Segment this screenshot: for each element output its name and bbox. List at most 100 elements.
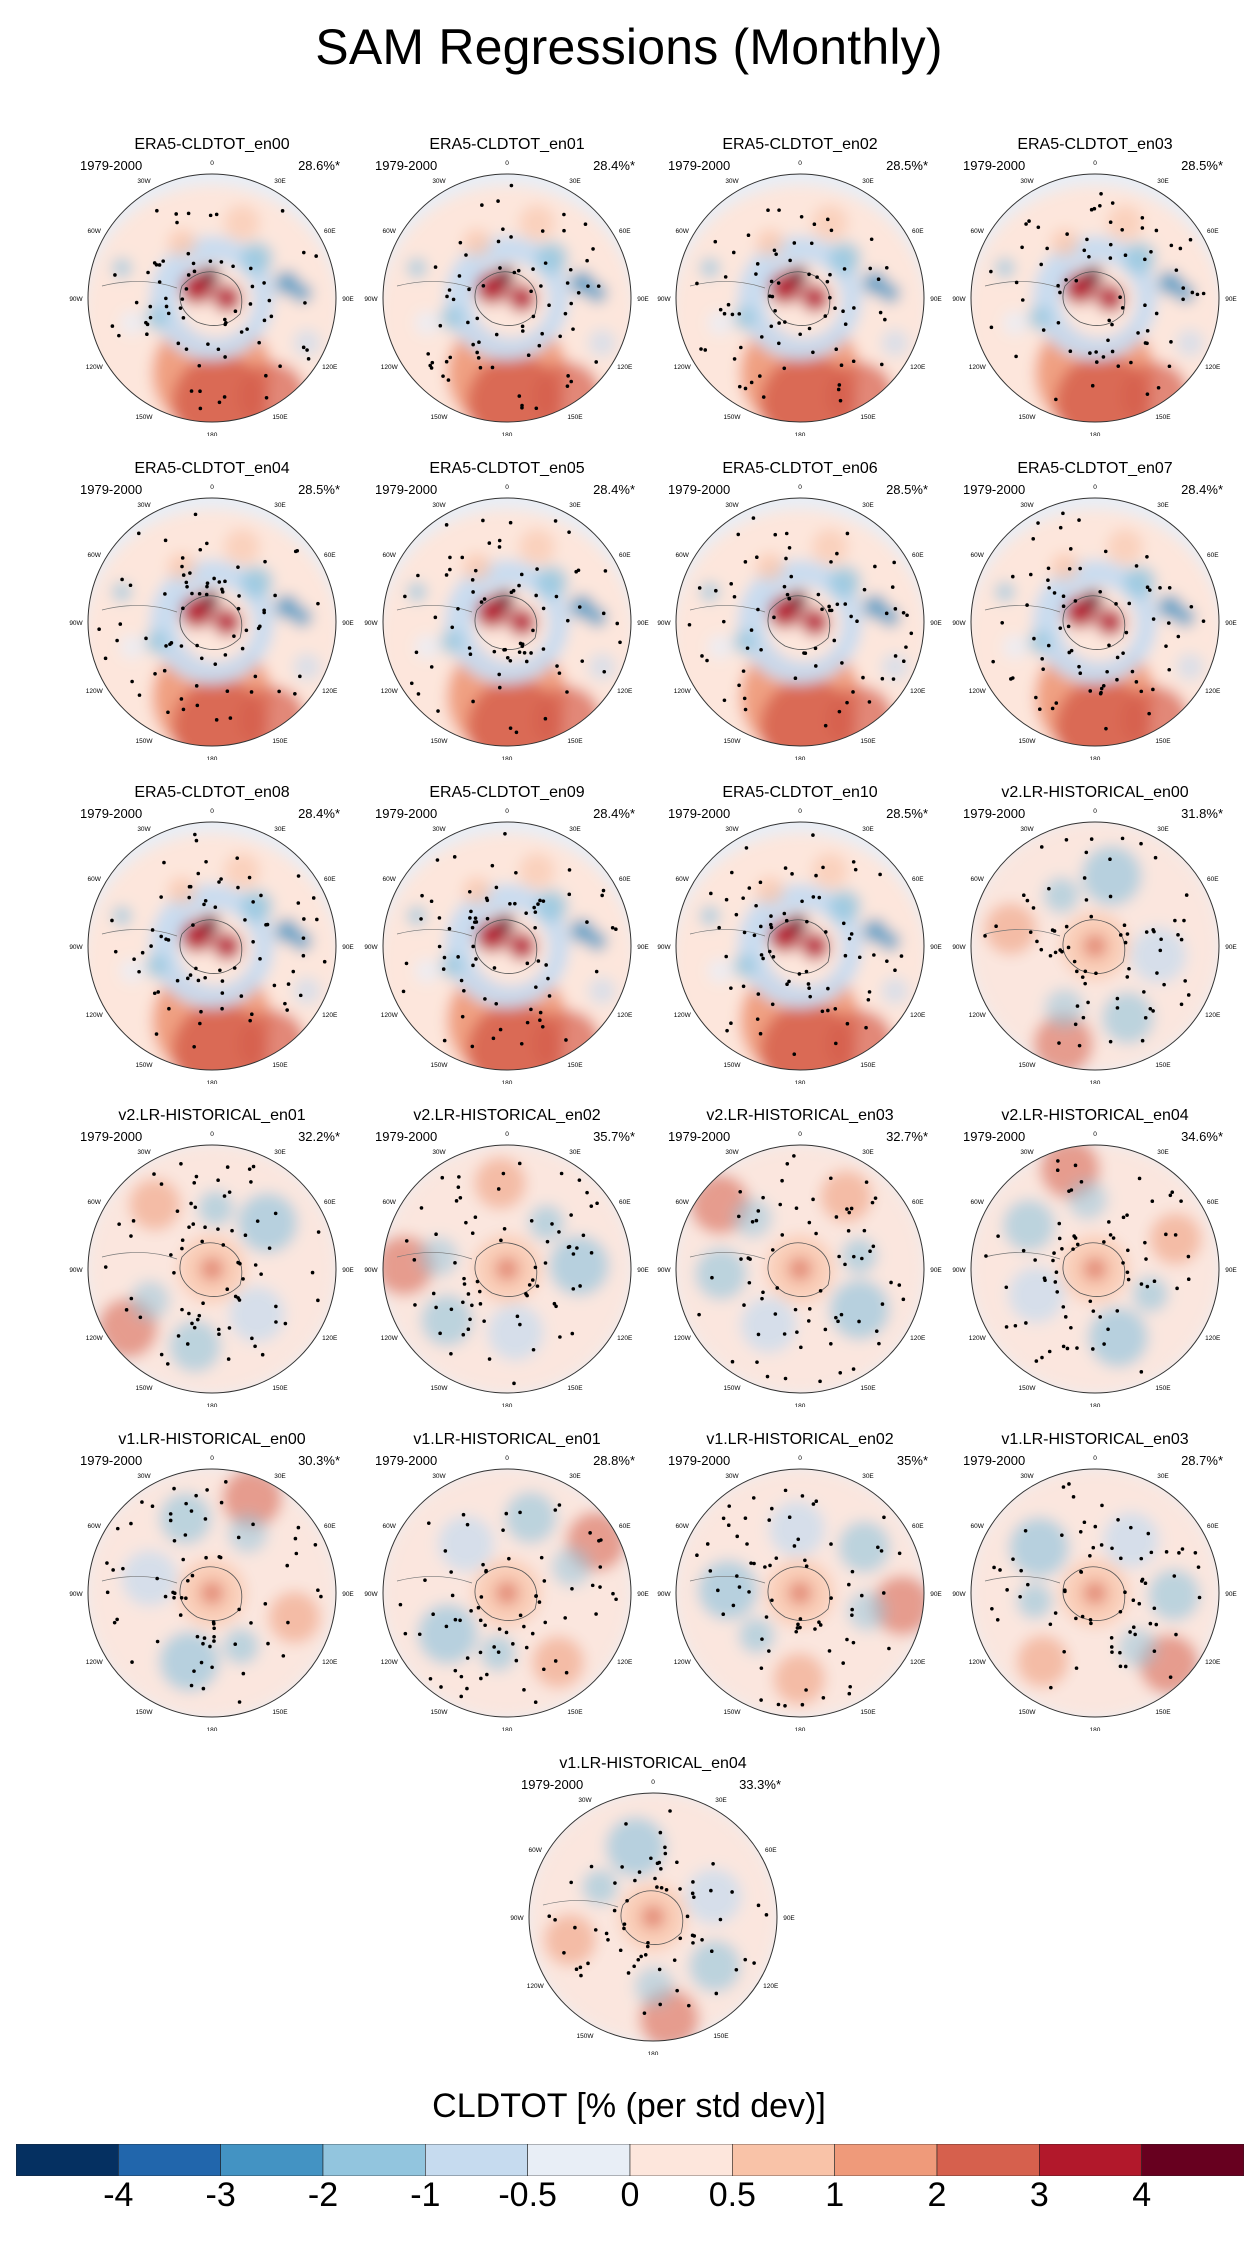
longitude-label: 30E [862, 1473, 874, 1480]
anomaly-region [159, 1631, 220, 1692]
significance-dot [179, 697, 184, 701]
longitude-label: 0 [1093, 1455, 1097, 1462]
significance-dot [476, 356, 481, 360]
significance-dot [230, 1228, 234, 1233]
significance-dot [164, 644, 168, 648]
significance-dot [198, 1021, 202, 1026]
significance-dot [154, 1032, 159, 1036]
colorbar-tick-label: 3 [1029, 2176, 1049, 2214]
significance-dot [1072, 959, 1077, 964]
significance-dot [543, 261, 548, 265]
anomaly-region [582, 1869, 619, 1906]
significance-dot [633, 1878, 637, 1883]
significance-dot [459, 1674, 464, 1679]
significance-dot [777, 341, 781, 346]
significance-dot [497, 545, 502, 549]
anomaly-region [829, 890, 861, 922]
significance-dot [758, 880, 763, 885]
longitude-label: 120W [969, 688, 987, 695]
significance-dot [244, 628, 249, 633]
longitude-label: 60W [971, 552, 985, 559]
anomaly-region [415, 959, 439, 983]
significance-dot [1040, 1355, 1044, 1360]
anomaly-region [508, 284, 536, 312]
significance-dot [194, 838, 199, 843]
anomaly-region [536, 566, 568, 598]
significance-dot [625, 1898, 629, 1903]
significance-dot [1136, 331, 1140, 335]
anomaly-region [1107, 205, 1143, 241]
significance-dot [187, 884, 192, 889]
significance-dot [663, 1845, 667, 1850]
significance-dot [513, 901, 517, 906]
significance-dot [448, 567, 452, 572]
significance-dot [603, 569, 608, 573]
significance-dot [1085, 237, 1089, 242]
significance-dot [545, 1239, 550, 1244]
significance-dot [1145, 1284, 1150, 1289]
significance-dot [476, 1605, 481, 1610]
longitude-label: 120W [674, 688, 692, 695]
significance-dot [201, 1301, 205, 1306]
longitude-label: 150W [577, 2033, 595, 2040]
longitude-label: 60W [88, 1523, 102, 1530]
panel-title: v2.LR-HISTORICAL_en02 [413, 1107, 601, 1124]
significance-dot [769, 914, 773, 918]
map-panel: 0 30E 60E 90E 120E 150E 180 150W 120W 90W 60W 30W v2… [650, 1107, 950, 1407]
significance-dot [1024, 1321, 1028, 1325]
significance-dot [251, 939, 255, 944]
significance-dot [249, 690, 254, 694]
significance-dot [885, 959, 889, 963]
significance-dot [217, 880, 221, 884]
significance-dot [236, 885, 240, 890]
significance-dot [541, 899, 546, 903]
panel-variance-percent: 34.6%* [1181, 1129, 1223, 1144]
longitude-label: 90E [637, 1267, 649, 1274]
longitude-label: 60E [619, 552, 631, 559]
significance-dot [293, 691, 297, 696]
significance-dot [257, 340, 261, 345]
panel-period: 1979-2000 [668, 158, 731, 173]
significance-dot [743, 707, 748, 712]
significance-dot [1109, 1645, 1114, 1649]
significance-dot [746, 233, 751, 238]
longitude-label: 0 [798, 1455, 802, 1462]
significance-dot [259, 893, 263, 898]
significance-dot [195, 703, 200, 708]
significance-dot [743, 1957, 748, 1962]
anomaly-region [528, 1204, 565, 1241]
significance-dot [845, 1207, 849, 1211]
significance-dot [1176, 933, 1180, 937]
significance-dot [1073, 1163, 1078, 1168]
longitude-label: 30W [137, 1473, 151, 1480]
significance-dot [851, 1367, 856, 1371]
significance-dot [467, 889, 472, 894]
significance-dot [579, 1973, 583, 1978]
anomaly-region [847, 1590, 888, 1631]
significance-dot [992, 1565, 996, 1570]
coastline [767, 271, 831, 326]
significance-dot [1073, 1022, 1078, 1027]
map-boundary [87, 1144, 337, 1394]
significance-dot [1010, 574, 1015, 579]
longitude-label: 60E [619, 1199, 631, 1206]
significance-dot [404, 961, 409, 966]
anomaly-region [293, 653, 321, 681]
longitude-label: 150E [272, 738, 288, 745]
significance-dot [522, 1688, 526, 1692]
significance-dot [897, 1283, 902, 1287]
significance-dot [1137, 1176, 1142, 1181]
anomaly-region [740, 1296, 797, 1353]
significance-dot [557, 1503, 562, 1507]
significance-dot [468, 916, 472, 920]
longitude-label: 90W [69, 296, 83, 303]
significance-dot [512, 270, 517, 275]
significance-dot [250, 284, 255, 289]
anomaly-region [519, 853, 555, 889]
significance-dot [1081, 1015, 1086, 1020]
significance-dot [191, 923, 195, 927]
significance-dot [180, 1307, 184, 1312]
significance-dot [163, 592, 167, 596]
significance-dot [843, 953, 848, 958]
